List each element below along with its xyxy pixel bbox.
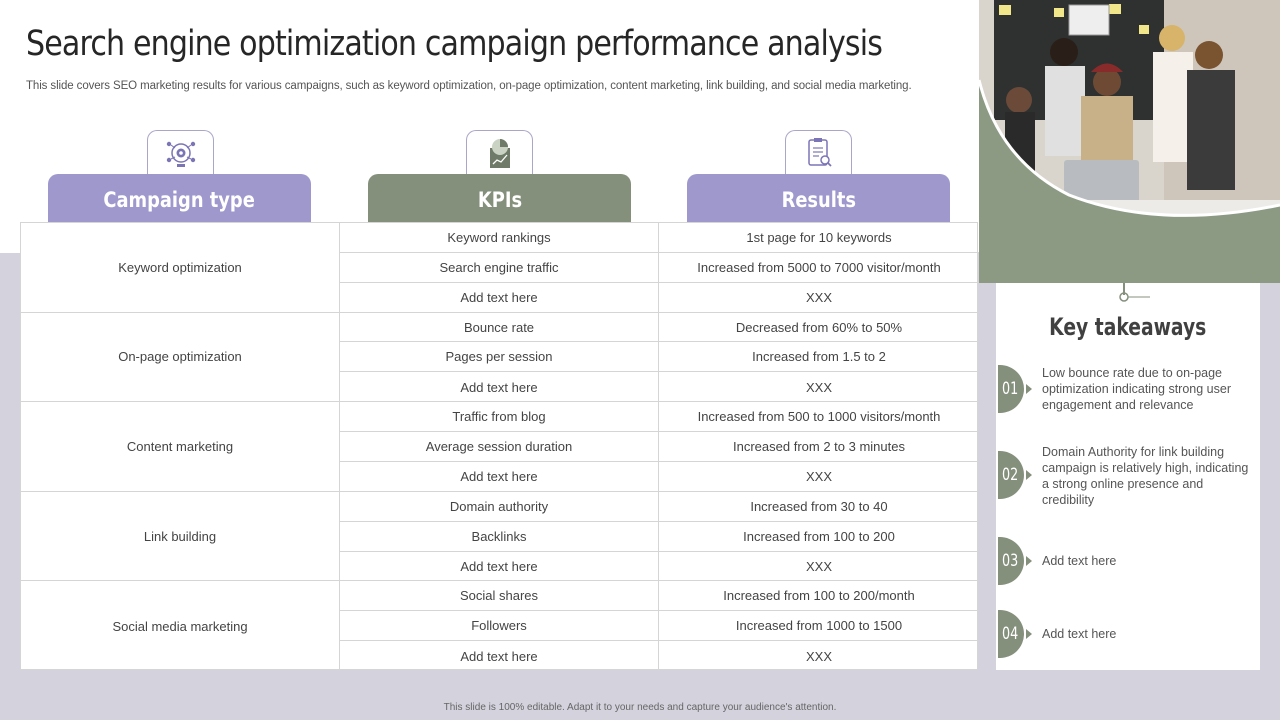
campaign-cell: Content marketing (21, 402, 340, 491)
clipboard-analysis-icon (807, 138, 832, 167)
chevron-right-icon (1026, 629, 1032, 639)
campaign-cell: Social media marketing (21, 581, 340, 671)
kpi-cell: Add text here (340, 282, 659, 313)
results-icon-box (785, 130, 852, 175)
campaign-cell: Keyword optimization (21, 223, 340, 312)
table-group: Link building Domain authority Increased… (21, 491, 979, 582)
takeaway-text: Add text here (1042, 627, 1117, 641)
chevron-right-icon (1026, 384, 1032, 394)
result-cell: XXX (805, 558, 832, 574)
table-row: Add text here XXX (340, 372, 979, 403)
key-takeaways-title: Key takeaways (996, 313, 1260, 341)
result-cell: Increased from 100 to 200/month (723, 588, 915, 604)
takeaway-text: Add text here (1042, 554, 1117, 568)
table-row: Add text here XXX (340, 282, 979, 313)
kpi-cell: Bounce rate (340, 312, 659, 342)
result-cell: Increased from 500 to 1000 visitors/mont… (697, 409, 941, 425)
takeaway-number: 01 (1002, 379, 1019, 399)
footer-note: This slide is 100% editable. Adapt it to… (443, 702, 837, 713)
result-cell: Increased from 100 to 200 (743, 528, 895, 544)
campaign-cell: Link building (21, 491, 340, 581)
team-photo-illustration (979, 0, 1280, 283)
result-cell: XXX (805, 379, 832, 395)
header-kpis-label: KPIs (477, 188, 522, 212)
result-cell: Increased from 30 to 40 (750, 498, 888, 514)
takeaway-text: Low bounce rate due to on-page optimizat… (1042, 366, 1231, 412)
result-cell: Increased from 1.5 to 2 (752, 349, 886, 365)
result-cell: Increased from 2 to 3 minutes (733, 438, 905, 454)
chevron-right-icon (1026, 556, 1032, 566)
key-takeaways-title-text: Key takeaways (1049, 313, 1207, 341)
kpi-cell: Social shares (340, 581, 659, 611)
kpi-cell: Keyword rankings (340, 223, 659, 252)
result-cell: Decreased from 60% to 50% (735, 319, 903, 335)
takeaway-number: 03 (1002, 551, 1019, 571)
kpi-cell: Add text here (340, 641, 659, 671)
table-row: Followers Increased from 1000 to 1500 (340, 611, 979, 642)
result-cell: Increased from 5000 to 7000 visitor/mont… (697, 259, 941, 275)
table-row: Add text here XXX (340, 551, 979, 582)
result-cell: 1st page for 10 keywords (746, 229, 892, 245)
table-row: Pages per session Increased from 1.5 to … (340, 342, 979, 373)
header-campaign-type: Campaign type (48, 174, 311, 223)
kpi-cell: Pages per session (340, 342, 659, 372)
table-row: Backlinks Increased from 100 to 200 (340, 521, 979, 552)
takeaway-text: Domain Authority for link building campa… (1042, 445, 1249, 507)
table-row: Add text here XXX (340, 461, 979, 492)
table-row: Search engine traffic Increased from 500… (340, 252, 979, 283)
kpi-cell: Add text here (340, 551, 659, 582)
pie-chart-report-icon (489, 139, 510, 168)
page-subtitle: This slide covers SEO marketing results … (26, 80, 912, 92)
table-row: Average session duration Increased from … (340, 432, 979, 462)
header-results-label: Results (781, 188, 856, 212)
kpi-cell: Domain authority (340, 491, 659, 521)
result-cell: XXX (805, 290, 832, 306)
chevron-right-icon (1026, 470, 1032, 480)
kpi-cell: Backlinks (340, 521, 659, 551)
table-group: Social media marketing Social shares Inc… (21, 581, 979, 671)
result-cell: XXX (805, 469, 832, 485)
team-photo (979, 0, 1280, 283)
kpi-cell: Average session duration (340, 432, 659, 461)
table-row: Add text here XXX (340, 641, 979, 671)
table-row: Keyword rankings 1st page for 10 keyword… (340, 223, 979, 253)
page-title: Search engine optimization campaign perf… (26, 24, 883, 64)
table-row: Domain authority Increased from 30 to 40 (340, 491, 979, 522)
kpi-cell: Add text here (340, 461, 659, 492)
takeaway-number-badge: 01 (998, 365, 1024, 413)
campaign-type-icon-box (147, 130, 214, 175)
table-row: Bounce rate Decreased from 60% to 50% (340, 312, 979, 343)
kpi-cell: Traffic from blog (340, 402, 659, 432)
kpis-icon-box (466, 130, 533, 175)
header-results: Results (687, 174, 950, 223)
takeaway-number: 04 (1002, 624, 1019, 644)
seo-target-icon (166, 141, 195, 167)
header-kpis: KPIs (368, 174, 631, 223)
result-cell: XXX (805, 648, 832, 664)
kpi-cell: Search engine traffic (340, 252, 659, 282)
table-group: Content marketing Traffic from blog Incr… (21, 402, 979, 492)
bulb-connector-icon (1119, 283, 1150, 302)
campaign-cell: On-page optimization (21, 312, 340, 402)
takeaway-number: 02 (1002, 465, 1019, 485)
key-takeaways-panel: Key takeaways 01 Low bounce rate due to … (996, 283, 1260, 670)
table-row: Social shares Increased from 100 to 200/… (340, 581, 979, 612)
takeaway-number-badge: 03 (998, 537, 1024, 585)
kpi-cell: Followers (340, 611, 659, 641)
performance-table: Keyword optimization Keyword rankings 1s… (20, 222, 979, 671)
table-group: Keyword optimization Keyword rankings 1s… (21, 223, 979, 313)
takeaway-number-badge: 04 (998, 610, 1024, 658)
header-campaign-type-label: Campaign type (103, 188, 256, 212)
takeaway-number-badge: 02 (998, 451, 1024, 499)
table-row: Traffic from blog Increased from 500 to … (340, 402, 979, 433)
table-group: On-page optimization Bounce rate Decreas… (21, 312, 979, 403)
kpi-cell: Add text here (340, 372, 659, 403)
result-cell: Increased from 1000 to 1500 (735, 618, 903, 634)
